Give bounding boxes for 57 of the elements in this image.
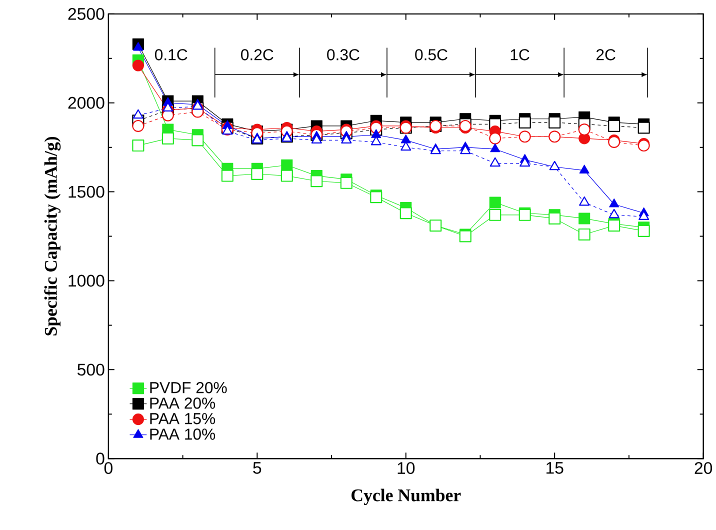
point (251, 168, 264, 180)
point (400, 207, 412, 220)
x-tick-label: 15 (546, 462, 564, 474)
y-tick-label: 2500 (68, 8, 104, 20)
legend-label: PAA 10% (150, 428, 216, 440)
point (489, 132, 502, 144)
annotation: 2C (596, 48, 616, 60)
point (608, 208, 620, 218)
point (371, 128, 382, 138)
point (579, 196, 590, 206)
point (340, 176, 352, 189)
legend-label: PVDF 20% (150, 382, 227, 394)
point (341, 134, 352, 144)
point (518, 116, 531, 128)
annotation: 1C (510, 48, 530, 60)
y-tick-label: 1500 (68, 186, 104, 198)
point (578, 212, 590, 224)
annotation: 0.3C (327, 48, 360, 60)
point (609, 198, 620, 208)
point (638, 210, 650, 220)
point (192, 134, 204, 146)
point (132, 109, 144, 118)
point (400, 134, 411, 144)
annotation: 0.5C (415, 48, 448, 60)
point (608, 120, 620, 132)
point (133, 42, 144, 51)
point (489, 196, 501, 208)
x-tick-label: 10 (398, 462, 415, 474)
point (548, 116, 561, 128)
point (281, 159, 293, 171)
point (579, 164, 590, 174)
point (310, 174, 323, 188)
x-tick-label: 0 (104, 462, 112, 474)
x-axis-title: Cycle Number (352, 488, 461, 505)
point (638, 122, 650, 134)
point (578, 123, 590, 136)
point (490, 143, 500, 152)
annotation: 0.2C (241, 48, 274, 60)
point (548, 212, 561, 224)
y-tick-label: 500 (77, 364, 104, 376)
point (132, 60, 144, 72)
y-tick-label: 2000 (68, 96, 104, 109)
point (638, 224, 650, 237)
point (221, 170, 234, 182)
y-axis-title: Specific Capacity (mAh/g) (44, 136, 61, 336)
x-tick-label: 20 (694, 462, 712, 474)
legend-label: PAA 15% (150, 412, 216, 424)
legend-label: PAA 20% (150, 397, 216, 409)
y-tick-label: 0 (96, 452, 104, 464)
annotation: 0.1C (154, 48, 188, 60)
point (132, 120, 144, 132)
point (311, 134, 322, 144)
point (162, 102, 174, 112)
point (490, 157, 500, 167)
point (370, 191, 382, 204)
x-tick-label: 5 (253, 462, 262, 474)
y-tick-label: 1000 (68, 274, 104, 287)
